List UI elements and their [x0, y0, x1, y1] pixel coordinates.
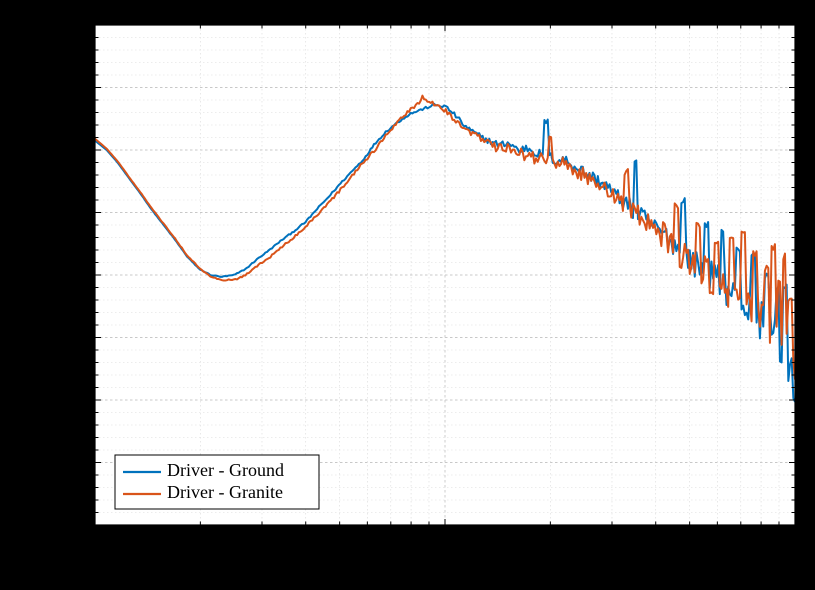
legend-label: Driver - Granite [167, 482, 283, 502]
legend: Driver - GroundDriver - Granite [115, 455, 319, 509]
legend-label: Driver - Ground [167, 460, 284, 480]
line-chart: Driver - GroundDriver - Granite [0, 0, 815, 590]
